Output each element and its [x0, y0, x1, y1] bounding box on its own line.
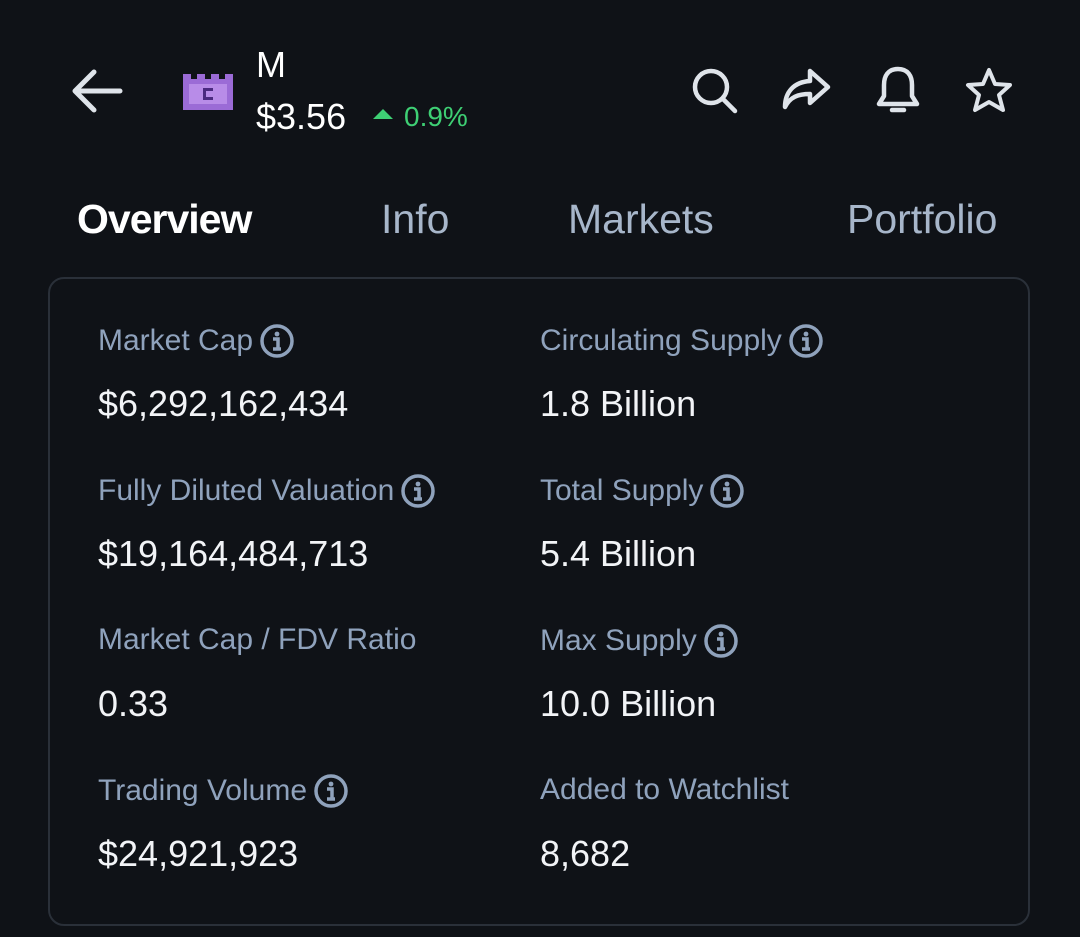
stat-label: Market Cap — [98, 323, 295, 359]
search-button[interactable] — [690, 66, 740, 116]
stat-value: $6,292,162,434 — [98, 383, 349, 424]
stat-label-text: Circulating Supply — [540, 324, 782, 357]
tab[interactable]: Overview — [77, 196, 252, 242]
token-logo — [183, 74, 233, 110]
info-icon[interactable] — [788, 323, 824, 359]
stat-label-text: Fully Diluted Valuation — [98, 474, 395, 507]
stat-value: 5.4 Billion — [540, 533, 697, 574]
stat-value: 1.8 Billion — [540, 383, 697, 424]
tab[interactable]: Markets — [568, 196, 714, 242]
stats-card — [48, 277, 1030, 926]
stat-label-text: Max Supply — [540, 624, 697, 657]
stat-label: Fully Diluted Valuation — [98, 473, 436, 509]
stat-label: Trading Volume — [98, 773, 349, 809]
price-change: 0.9% — [404, 101, 468, 132]
alert-button[interactable] — [874, 64, 922, 116]
stat-label-text: Added to Watchlist — [540, 773, 790, 806]
info-icon[interactable] — [709, 473, 745, 509]
token-symbol: M — [256, 44, 286, 85]
stat-label: Market Cap / FDV Ratio — [98, 623, 416, 657]
stat-label: Added to Watchlist — [540, 773, 789, 807]
stat-label-text: Market Cap — [98, 324, 254, 357]
share-button[interactable] — [780, 66, 832, 112]
stat-value: $19,164,484,713 — [98, 533, 369, 574]
stat-label-text: Trading Volume — [98, 774, 308, 807]
info-icon[interactable] — [400, 473, 436, 509]
tab[interactable]: Info — [381, 196, 450, 242]
tab[interactable]: Portfolio — [847, 196, 998, 242]
stat-value: 0.33 — [98, 683, 169, 724]
change-up-icon — [373, 109, 393, 119]
stat-label: Circulating Supply — [540, 323, 824, 359]
stat-value: 10.0 Billion — [540, 683, 717, 724]
stat-label-text: Market Cap / FDV Ratio — [98, 623, 417, 656]
stat-value: $24,921,923 — [98, 833, 299, 874]
info-icon[interactable] — [313, 773, 349, 809]
info-icon[interactable] — [703, 623, 739, 659]
stat-label-text: Total Supply — [540, 474, 704, 507]
stat-value: 8,682 — [540, 833, 631, 874]
stat-label: Total Supply — [540, 473, 745, 509]
info-icon[interactable] — [259, 323, 295, 359]
stat-label: Max Supply — [540, 623, 739, 659]
back-button[interactable] — [68, 66, 126, 116]
token-price: $3.56 — [256, 96, 347, 137]
watchlist-button[interactable] — [964, 66, 1014, 114]
